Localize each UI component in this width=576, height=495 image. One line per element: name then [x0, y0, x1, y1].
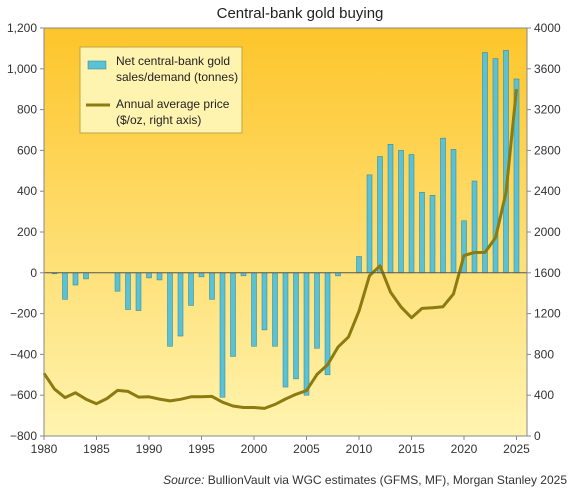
- bar-1995: [198, 272, 205, 278]
- x-tick-label: 1990: [136, 442, 163, 456]
- right-tick-label: 4000: [534, 21, 561, 35]
- x-tick-label: 2020: [451, 442, 478, 456]
- bar-2021: [471, 180, 478, 274]
- x-tick-label: 1980: [31, 442, 58, 456]
- left-tick-label: 0: [30, 266, 37, 280]
- chart-title: Central-bank gold buying: [217, 5, 384, 22]
- bar-1990: [146, 272, 152, 279]
- bar-1988: [125, 272, 131, 310]
- right-tick-label: 1600: [534, 266, 561, 280]
- bar-1982: [62, 272, 68, 300]
- x-tick-label: 2025: [503, 442, 530, 456]
- plot-frame: [43, 27, 528, 437]
- source-note: Source: BullionVault via WGC estimates (…: [163, 473, 567, 487]
- x-tick-label: 2005: [293, 442, 320, 456]
- bar-1998: [230, 272, 236, 357]
- left-tick-label: 200: [17, 225, 37, 239]
- x-axis: 1980 1985 1990 1995 2000 2005 2010 2015 2020 2025: [31, 436, 530, 456]
- right-tick-label: 3200: [534, 103, 561, 117]
- x-tick-label: 1985: [83, 442, 110, 456]
- right-tick-label: 400: [534, 388, 554, 402]
- right-tick-label: 0: [534, 429, 541, 443]
- left-tick-label: 600: [17, 143, 37, 157]
- right-axis: 0 400 800 1200 1600 2000 2400 2800 3200 3600 4000: [527, 21, 561, 443]
- bar-2015: [408, 154, 415, 274]
- legend: Net central-bank gold sales/demand (tonne…: [79, 46, 243, 134]
- left-tick-label: 1,000: [7, 62, 37, 76]
- legend-item-0-line-1: sales/demand (tonnes): [116, 70, 238, 84]
- legend-item-1-line-0: Annual average price: [116, 97, 230, 111]
- bar-2018: [440, 137, 446, 274]
- left-tick-label: −800: [10, 429, 37, 443]
- right-tick-label: 2400: [534, 184, 561, 198]
- bar-1996: [209, 272, 215, 300]
- source-label: Source:: [163, 473, 204, 487]
- bar-2019: [450, 149, 457, 274]
- bar-2010: [356, 256, 362, 274]
- bar-1992: [167, 272, 173, 347]
- bar-1991: [156, 272, 163, 281]
- left-tick-label: 800: [17, 103, 37, 117]
- left-tick-label: −400: [10, 347, 37, 361]
- left-tick-label: 1,200: [7, 21, 37, 35]
- left-tick-label: −600: [10, 388, 37, 402]
- x-tick-label: 1995: [188, 442, 215, 456]
- source-text: BullionVault via WGC estimates (GFMS, MF…: [204, 473, 567, 487]
- bar-1983: [72, 272, 79, 286]
- bar-2004: [293, 272, 299, 380]
- bar-2002: [272, 272, 278, 347]
- bar-1997: [219, 272, 226, 398]
- bar-1989: [135, 272, 142, 311]
- left-axis: −800 −600 −400 −200 0 200 400 600 800 1,000 1,200: [7, 21, 44, 443]
- legend-item-1-line-1: ($/oz, right axis): [116, 113, 201, 127]
- bar-2014: [398, 150, 404, 274]
- x-tick-label: 2000: [241, 442, 268, 456]
- right-tick-label: 3600: [534, 62, 561, 76]
- bar-2006: [314, 272, 320, 349]
- right-tick-label: 1200: [534, 307, 561, 321]
- bar-1987: [114, 272, 121, 292]
- bar-1984: [83, 272, 89, 280]
- price-line: [42, 89, 518, 410]
- bar-2003: [282, 272, 289, 388]
- x-tick-label: 2010: [346, 442, 373, 456]
- bar-2001: [261, 272, 268, 331]
- bar-2000: [251, 272, 257, 347]
- right-tick-label: 2000: [534, 225, 561, 239]
- right-tick-label: 800: [534, 347, 554, 361]
- x-tick-label: 2015: [398, 442, 425, 456]
- bar-2016: [419, 191, 425, 274]
- bar-2017: [429, 195, 436, 274]
- right-tick-label: 2800: [534, 143, 561, 157]
- bar-2011: [366, 174, 373, 274]
- left-tick-label: 400: [17, 184, 37, 198]
- legend-box: [79, 46, 243, 134]
- bar-1994: [188, 272, 194, 306]
- legend-bar-swatch: [87, 60, 107, 70]
- bar-2013: [387, 144, 394, 274]
- left-tick-label: −200: [10, 307, 37, 321]
- bar-2022: [482, 52, 488, 274]
- bar-2012: [377, 156, 383, 274]
- bar-2005: [303, 272, 310, 396]
- bar-1993: [177, 272, 184, 337]
- legend-item-0-line-0: Net central-bank gold: [116, 54, 230, 68]
